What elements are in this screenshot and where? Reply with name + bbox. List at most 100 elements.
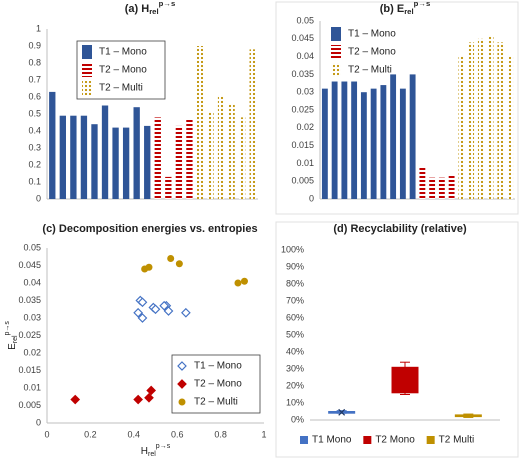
y-tick-label: 0.015 — [291, 140, 314, 150]
chart-title-sub: rel — [404, 7, 413, 16]
chart-title-main: (a) H — [125, 3, 150, 15]
bar — [49, 91, 56, 199]
y-tick-label: 0.03 — [23, 312, 41, 322]
y-tick-label: 0.2 — [28, 159, 41, 169]
bar — [390, 74, 397, 199]
y-tick-label: 0.03 — [296, 87, 314, 97]
panel-frame — [275, 1, 519, 215]
y-axis-label-main: E — [7, 343, 18, 350]
bar — [331, 81, 338, 199]
point — [133, 394, 143, 405]
bar — [80, 115, 88, 199]
legend-swatch — [426, 436, 435, 444]
bar — [196, 46, 204, 199]
legend-swatch — [331, 63, 341, 77]
point — [133, 307, 143, 318]
y-tick-label: 0 — [36, 193, 41, 203]
bar — [165, 176, 172, 199]
y-tick-label: 70% — [286, 295, 304, 305]
x-axis-label-sub: rel — [148, 451, 156, 458]
bar — [321, 88, 328, 199]
y-tick-label: 60% — [286, 312, 304, 322]
chart-title-sup: p→s — [159, 0, 176, 8]
bar — [133, 107, 140, 199]
bar — [409, 74, 416, 199]
y-axis-label-sup: p→s — [4, 321, 11, 336]
legend-label: T2 – Mono — [348, 47, 396, 58]
bar — [360, 92, 367, 199]
y-tick-label: 0 — [36, 417, 41, 427]
point — [167, 255, 175, 262]
y-tick-label: 90% — [286, 261, 304, 271]
y-tick-label: 0.7 — [28, 74, 41, 84]
y-tick-label: 10% — [286, 397, 304, 407]
y-tick-label: 0.04 — [23, 277, 41, 287]
legend-swatch — [82, 45, 92, 59]
legend-marker — [177, 361, 187, 371]
legend-label: T1 Mono — [312, 435, 352, 446]
bar — [122, 127, 130, 199]
legend-swatch — [331, 45, 341, 59]
x-tick-label: 0.2 — [84, 429, 97, 439]
point — [137, 313, 148, 323]
point — [181, 307, 191, 318]
y-tick-label: 0.035 — [18, 295, 41, 305]
bar — [438, 177, 445, 199]
point — [150, 304, 161, 315]
bar — [419, 166, 426, 199]
legend-label: T2 – Mono — [99, 65, 147, 76]
y-tick-label: 0.9 — [28, 40, 41, 50]
legend-marker — [177, 379, 187, 389]
x-axis-label-main: H — [141, 446, 148, 457]
x-axis-label: Hrelp→s — [141, 443, 171, 458]
point — [70, 394, 81, 405]
bar — [507, 56, 514, 199]
box — [391, 366, 419, 394]
legend-label: T1 – Mono — [194, 361, 242, 372]
bar — [351, 81, 358, 199]
y-tick-label: 0.02 — [23, 347, 41, 357]
legend-swatch — [363, 436, 372, 444]
bar — [458, 56, 465, 199]
y-tick-label: 0.045 — [18, 260, 41, 270]
mean-marker — [338, 408, 346, 416]
bar — [59, 115, 66, 199]
bar — [207, 112, 214, 199]
bar — [175, 125, 183, 199]
y-tick-label: 0.8 — [28, 57, 41, 67]
bar — [341, 81, 348, 199]
x-tick-label: 0 — [44, 429, 49, 439]
bar — [91, 124, 98, 199]
x-axis-label-sup: p→s — [156, 443, 171, 450]
bar — [468, 42, 475, 199]
chart-title-sub: rel — [149, 7, 158, 16]
legend-label: T1 – Mono — [348, 29, 396, 40]
bar — [186, 119, 193, 199]
bar — [101, 105, 109, 199]
point — [163, 306, 174, 316]
point — [137, 297, 148, 308]
y-tick-label: 0.025 — [18, 330, 41, 340]
point — [144, 392, 154, 403]
legend-label: T2 Mono — [375, 435, 415, 446]
point — [175, 260, 183, 268]
y-tick-label: 0.04 — [296, 51, 314, 61]
y-tick-label: 0.3 — [28, 142, 41, 152]
bar — [380, 85, 387, 199]
y-tick-label: 40% — [286, 346, 304, 356]
y-tick-label: 0.5 — [28, 108, 41, 118]
bar — [448, 174, 455, 199]
bar — [249, 49, 256, 200]
bar — [239, 117, 246, 199]
y-tick-label: 0% — [291, 414, 304, 424]
bar — [429, 177, 436, 199]
y-axis-label: Erelp→s — [4, 321, 19, 350]
y-tick-label: 0.01 — [296, 158, 314, 168]
bar — [144, 125, 151, 199]
y-tick-label: 100% — [281, 244, 304, 254]
y-tick-label: 0.045 — [291, 33, 314, 43]
y-tick-label: 0.05 — [23, 242, 41, 252]
bar — [370, 88, 377, 199]
bar — [154, 117, 161, 199]
